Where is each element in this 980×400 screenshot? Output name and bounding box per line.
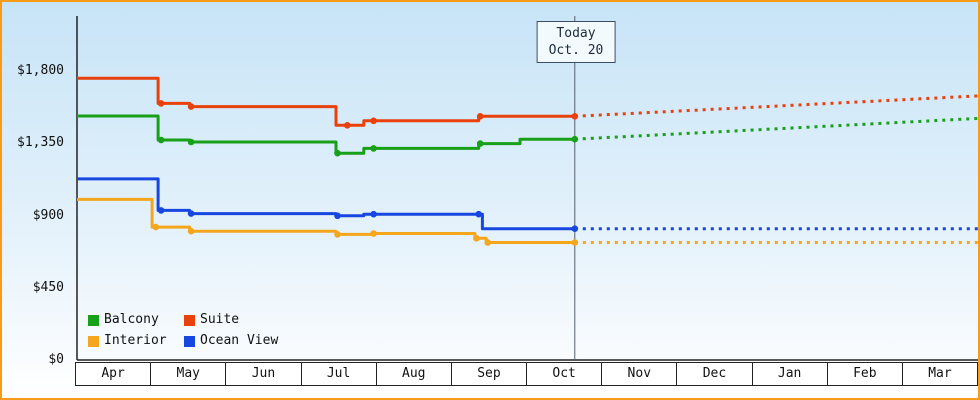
month-cell-dec: Dec (676, 362, 753, 386)
data-point-balcony (571, 135, 579, 143)
y-tick-label: $450 (32, 279, 64, 295)
data-point-interior (187, 227, 195, 235)
data-point-balcony (157, 136, 165, 144)
data-point-interior (334, 231, 341, 238)
projection-line-balcony (574, 116, 978, 141)
data-point-balcony (187, 138, 195, 146)
today-marker-label: Today Oct. 20 (536, 21, 616, 63)
data-point-suite (157, 100, 165, 107)
y-tick-label: $1,800 (17, 63, 64, 78)
data-point-interior (370, 230, 377, 237)
x-axis-month-row: Apr May Jun Jul Aug Sep Oct Nov Dec Jan Feb Mar (75, 362, 978, 386)
legend-item-balcony: Balcony (88, 313, 184, 327)
data-point-suite (571, 113, 579, 120)
chart-legend: Balcony Suite Interior Ocean View (88, 313, 278, 348)
data-point-balcony (370, 145, 377, 152)
legend-item-suite: Suite (184, 313, 278, 327)
month-cell-jun: Jun (225, 362, 302, 386)
month-cell-feb: Feb (826, 362, 903, 386)
legend-label: Ocean View (200, 333, 279, 348)
month-cell-nov: Nov (601, 362, 678, 386)
month-cell-may: May (150, 362, 227, 386)
month-cell-jul: Jul (300, 362, 377, 386)
legend-swatch-interior (88, 335, 99, 347)
legend-label: Balcony (104, 312, 159, 327)
data-point-ocean-view (571, 225, 579, 232)
legend-swatch-ocean-view (184, 335, 195, 347)
data-point-ocean-view (334, 212, 341, 220)
data-point-suite (370, 117, 377, 125)
month-cell-sep: Sep (450, 362, 528, 386)
legend-item-ocean-view: Ocean View (184, 334, 278, 348)
legend-label: Suite (200, 312, 240, 327)
price-line-interior (77, 197, 575, 244)
data-point-interior (484, 239, 492, 246)
data-point-ocean-view (157, 207, 165, 214)
y-tick-label: $1,350 (17, 135, 64, 151)
legend-label: Interior (104, 333, 167, 348)
month-cell-mar: Mar (901, 362, 978, 386)
y-tick-label: $0 (48, 352, 64, 367)
data-point-suite (476, 113, 484, 120)
data-point-interior (152, 223, 160, 231)
legend-swatch-balcony (88, 314, 99, 326)
data-point-ocean-view (187, 210, 195, 217)
y-axis-labels: $1,800 $1,350 $900 $450 $0 (2, 2, 70, 398)
today-label-line2: Oct. 20 (548, 43, 604, 58)
price-line-suite (77, 76, 575, 127)
y-tick-label: $900 (32, 207, 64, 223)
projection-line-suite (574, 94, 978, 118)
price-line-balcony (77, 114, 575, 155)
data-point-ocean-view (475, 210, 483, 218)
data-point-balcony (476, 140, 484, 147)
data-point-interior (571, 239, 579, 246)
data-point-balcony (334, 149, 341, 157)
data-point-suite (344, 122, 351, 129)
month-cell-aug: Aug (375, 362, 452, 386)
data-point-interior (473, 235, 480, 242)
month-cell-oct: Oct (526, 362, 603, 386)
legend-item-interior: Interior (88, 334, 184, 348)
today-label-line1: Today (556, 26, 596, 41)
legend-swatch-suite (184, 314, 195, 326)
month-cell-apr: Apr (75, 362, 152, 386)
data-point-suite (187, 103, 195, 110)
month-cell-jan: Jan (751, 362, 828, 386)
data-point-ocean-view (370, 210, 377, 218)
